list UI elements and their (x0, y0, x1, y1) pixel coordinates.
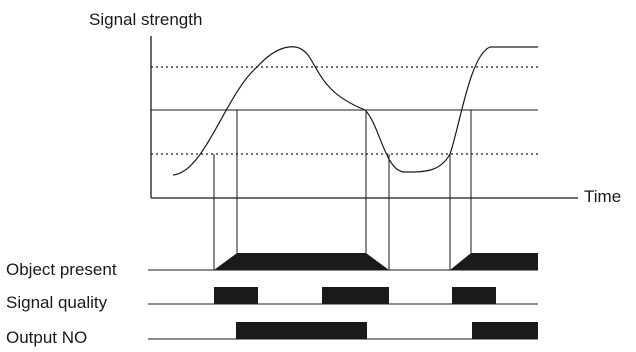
signal-quality-label: Signal quality (6, 293, 108, 312)
object-present-pulse (450, 253, 538, 270)
output-no-label: Output NO (6, 328, 87, 347)
signal-strength-curve (172, 46, 538, 176)
object-present-pulse (214, 253, 389, 270)
signal-quality-pulse (214, 287, 258, 304)
output-no-pulse (472, 322, 538, 339)
object-present-label: Object present (6, 260, 117, 279)
signal-quality-pulse (452, 287, 496, 304)
signal-quality-pulse (322, 287, 389, 304)
y-axis-label: Signal strength (89, 10, 202, 29)
output-no-pulse (236, 322, 367, 339)
x-axis-label: Time (584, 187, 621, 206)
